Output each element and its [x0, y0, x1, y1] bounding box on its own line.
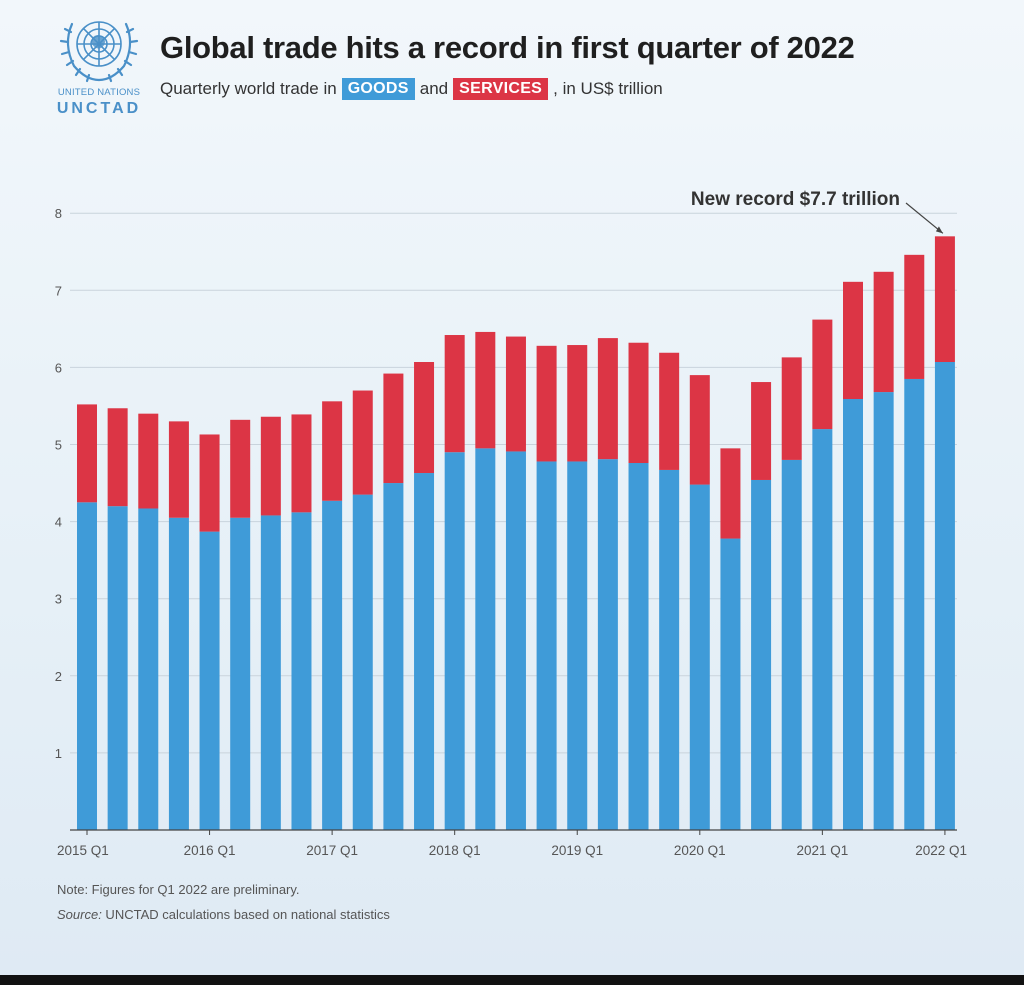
bar-goods — [414, 473, 435, 830]
x-tick-label: 2018 Q1 — [429, 843, 481, 858]
bar-goods — [812, 429, 833, 830]
legend-goods: GOODS — [341, 78, 415, 100]
annotation-arrowhead-icon — [935, 226, 943, 234]
bar-services — [199, 434, 220, 532]
chart-subtitle: Quarterly world trade in GOODS and SERVI… — [160, 78, 663, 100]
x-tick-label: 2022 Q1 — [915, 843, 967, 858]
bar-services — [322, 401, 343, 501]
unctad-label: UNCTAD — [56, 100, 142, 117]
x-tick-label: 2017 Q1 — [306, 843, 358, 858]
bar-services — [536, 345, 557, 462]
unctad-logo: UNITED NATIONS UNCTAD — [54, 10, 144, 120]
bar-goods — [291, 512, 312, 830]
bar-goods — [751, 479, 772, 830]
bar-services — [689, 375, 710, 485]
y-tick-label: 2 — [55, 669, 62, 684]
subtitle-prefix: Quarterly world trade in — [160, 79, 337, 98]
bar-goods — [475, 448, 496, 830]
bar-services — [291, 414, 312, 513]
bar-goods — [689, 484, 710, 830]
bar-goods — [168, 517, 189, 830]
source-text: UNCTAD calculations based on national st… — [101, 907, 390, 922]
y-tick-label: 5 — [55, 438, 62, 453]
bar-services — [352, 390, 373, 495]
bar-services — [383, 373, 404, 484]
bar-goods — [322, 500, 343, 830]
bar-services — [843, 281, 863, 400]
bar-services — [751, 382, 772, 480]
bar-goods — [536, 461, 557, 830]
bar-services — [567, 345, 588, 462]
bar-services — [107, 408, 128, 507]
y-tick-label: 7 — [55, 283, 62, 298]
annotation-layer: New record $7.7 trillion — [691, 189, 944, 234]
bar-goods — [199, 531, 220, 830]
bar-services — [628, 342, 649, 464]
bar-goods — [781, 459, 802, 830]
bar-services — [934, 236, 955, 363]
bar-services — [475, 331, 496, 449]
y-tick-label: 6 — [55, 360, 62, 375]
bar-goods — [383, 483, 404, 830]
bar-services — [904, 254, 925, 379]
annotation-arrow-line — [905, 202, 944, 234]
bar-goods — [138, 508, 159, 830]
bar-services — [812, 319, 833, 430]
bars-layer — [77, 236, 955, 830]
stacked-bar-chart: 1 2 3 4 5 6 7 8 2015 Q1 2016 Q1 2017 Q1 2018 Q1 2019… — [55, 189, 967, 858]
x-tick-label: 2019 Q1 — [551, 843, 603, 858]
bar-goods — [77, 502, 97, 830]
bar-services — [873, 271, 894, 393]
bar-goods — [659, 469, 680, 830]
bar-goods — [597, 459, 618, 830]
axis-layer: 1 2 3 4 5 6 7 8 2015 Q1 2016 Q1 2017 Q1 2018 Q1 2019… — [55, 206, 967, 858]
y-tick-label: 8 — [55, 206, 62, 221]
bar-services — [781, 357, 802, 460]
chart-title: Global trade hits a record in first quar… — [160, 30, 855, 65]
bottom-strip — [0, 975, 1024, 985]
bar-goods — [444, 452, 465, 830]
y-tick-label: 4 — [55, 515, 62, 530]
bar-services — [260, 416, 281, 516]
bar-services — [444, 335, 465, 453]
bar-goods — [873, 392, 894, 830]
x-tick-label: 2020 Q1 — [674, 843, 726, 858]
un-emblem-icon — [59, 21, 139, 83]
bar-goods — [352, 494, 373, 830]
x-tick-label: 2021 Q1 — [796, 843, 848, 858]
annotation-label: New record $7.7 trillion — [691, 189, 900, 210]
subtitle-and: and — [419, 79, 449, 98]
bar-services — [77, 404, 97, 503]
bar-services — [659, 352, 680, 470]
y-tick-label: 1 — [55, 746, 62, 761]
bar-services — [505, 336, 526, 452]
subtitle-suffix: , in US$ trillion — [553, 79, 663, 98]
source-label: Source: — [57, 907, 102, 922]
bar-services — [597, 338, 618, 460]
bar-goods — [904, 378, 925, 830]
bar-goods — [720, 538, 741, 830]
bar-goods — [107, 506, 128, 830]
footnote-source: Source: UNCTAD calculations based on nat… — [57, 907, 390, 922]
y-tick-label: 3 — [55, 592, 62, 607]
bar-goods — [505, 451, 526, 830]
footnote-note: Note: Figures for Q1 2022 are preliminar… — [57, 882, 300, 897]
bar-goods — [230, 517, 251, 830]
bar-goods — [567, 461, 588, 830]
x-tick-label: 2016 Q1 — [184, 843, 236, 858]
legend-services: SERVICES — [453, 78, 549, 100]
x-tick-label: 2015 Q1 — [57, 843, 109, 858]
un-name-label: UNITED NATIONS — [57, 87, 141, 98]
bar-services — [138, 413, 159, 509]
bar-goods — [260, 515, 281, 830]
bar-goods — [934, 362, 955, 830]
bar-services — [230, 419, 251, 518]
bar-services — [168, 421, 189, 518]
bar-services — [720, 448, 741, 539]
bar-goods — [628, 463, 649, 830]
bar-services — [414, 362, 435, 474]
bar-goods — [843, 399, 863, 830]
